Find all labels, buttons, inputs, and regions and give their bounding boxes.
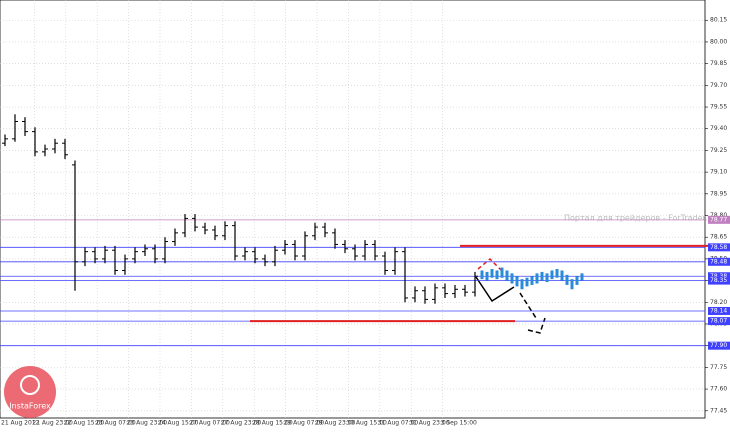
price-tag-label: 78.35 xyxy=(710,277,727,284)
forecast-bar xyxy=(485,271,489,281)
price-tag-label: 78.77 xyxy=(710,216,727,223)
forecast-bar xyxy=(540,271,544,281)
logo-circle xyxy=(4,366,56,418)
forecast-bar xyxy=(495,270,499,280)
y-tick-label: 79.85 xyxy=(710,60,727,67)
x-tick-label: 23 Aug 23:00 xyxy=(127,420,168,427)
price-tag xyxy=(708,306,730,315)
x-tick-label: 21 Aug 23:00 xyxy=(32,420,73,427)
price-tag-label: 78.38 xyxy=(710,273,727,280)
price-tag-label: 78.14 xyxy=(710,307,727,314)
x-tick-label: 3 Sep 15:00 xyxy=(441,420,477,427)
price-tag-label: 78.48 xyxy=(710,258,727,265)
forecast-bar xyxy=(560,270,564,281)
price-tag xyxy=(708,243,730,252)
x-tick-label: 21 Aug 2012 xyxy=(1,420,40,427)
x-tick-label: 23 Aug 07:00 xyxy=(95,420,136,427)
y-tick-label: 79.40 xyxy=(710,125,727,132)
y-tick-label: 79.70 xyxy=(710,82,727,89)
price-tag xyxy=(708,257,730,266)
logo-icon xyxy=(20,375,40,395)
forecast-bar xyxy=(570,279,574,290)
price-tag-label: 77.90 xyxy=(710,342,727,349)
price-tag xyxy=(708,215,730,224)
forecast-bar xyxy=(490,269,494,278)
x-tick-label: 31 Aug 07:00 xyxy=(378,420,419,427)
price-tag-label: 78.58 xyxy=(710,244,727,251)
forecast-arrow-black xyxy=(475,276,515,303)
x-tick-label: 29 Aug 07:00 xyxy=(284,420,325,427)
forecast-bar xyxy=(575,276,579,285)
y-tick-label: 78.95 xyxy=(710,190,727,197)
y-tick-label: 80.00 xyxy=(710,38,727,45)
forecast-bar xyxy=(530,276,534,285)
y-tick-label: 79.10 xyxy=(710,169,727,176)
plot-frame xyxy=(0,0,706,419)
y-tick-label: 77.45 xyxy=(710,407,727,414)
forecast-bar xyxy=(505,270,509,281)
price-tag xyxy=(708,317,730,326)
price-tag xyxy=(708,276,730,285)
forecast-bar xyxy=(565,274,569,285)
forecast-bar xyxy=(550,270,554,280)
price-tag xyxy=(708,341,730,350)
forecast-arrow-red xyxy=(477,257,503,272)
forecast-bar xyxy=(525,277,529,287)
forecast-bar xyxy=(510,273,514,284)
y-tick-label: 77.75 xyxy=(710,364,727,371)
x-tick-label: 27 Aug 23:00 xyxy=(221,420,262,427)
x-tick-label: 28 Aug 15:00 xyxy=(252,420,293,427)
x-tick-label: 29 Aug 23:00 xyxy=(315,420,356,427)
x-tick-label: 31 Aug 23:00 xyxy=(409,420,450,427)
x-tick-label: 22 Aug 15:00 xyxy=(64,420,105,427)
y-tick-label: 77.60 xyxy=(710,386,727,393)
caption: Портал для трейдеров - ForTrader.ru xyxy=(564,214,716,223)
y-tick-label: 78.65 xyxy=(710,234,727,241)
forecast-bar xyxy=(515,276,519,287)
forecast-arrow-dashed xyxy=(519,292,546,334)
watermark-text: InstaForex xyxy=(9,402,51,411)
forecast-bar xyxy=(535,273,539,284)
forecast-bar xyxy=(545,273,549,283)
forecast-bar xyxy=(480,270,484,280)
forecast-bar xyxy=(555,269,559,278)
forecast-bar xyxy=(580,273,584,281)
x-tick-label: 30 Aug 15:00 xyxy=(346,420,387,427)
y-tick-label: 80.15 xyxy=(710,17,727,24)
price-tag-label: 78.07 xyxy=(710,318,727,325)
y-tick-label: 79.25 xyxy=(710,147,727,154)
forecast-bar xyxy=(500,267,504,278)
forecast-bar xyxy=(520,279,524,290)
x-tick-label: 27 Aug 07:00 xyxy=(189,420,230,427)
watermark-logo: InstaForex xyxy=(4,366,56,418)
price-tag xyxy=(708,272,730,281)
y-tick-label: 78.80 xyxy=(710,212,727,219)
x-tick-label: 24 Aug 15:00 xyxy=(158,420,199,427)
y-tick-label: 78.20 xyxy=(710,299,727,306)
y-tick-label: 79.55 xyxy=(710,104,727,111)
